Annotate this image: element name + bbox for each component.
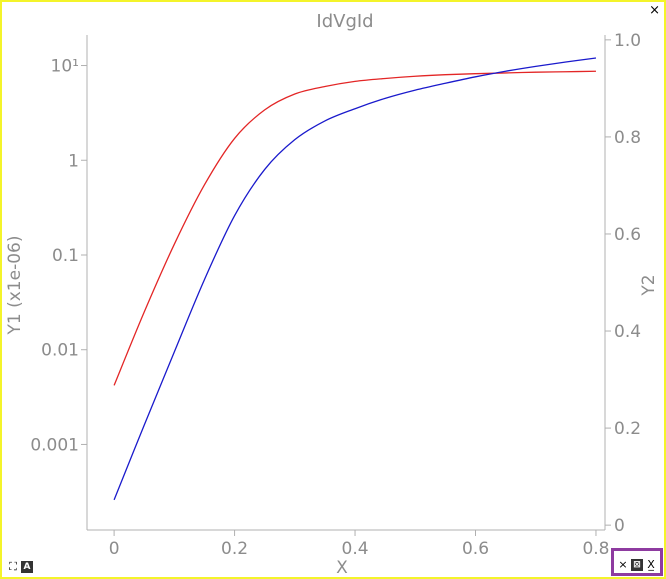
expand-tools: ⛶ A xyxy=(7,561,33,573)
x-tick-label: 0.4 xyxy=(342,539,369,559)
chart-axes xyxy=(86,35,606,531)
series-line-1 xyxy=(113,57,597,501)
y2-tick-label: 0.6 xyxy=(614,225,641,245)
chart-title: IdVgId xyxy=(316,11,373,32)
annotate-icon[interactable]: A xyxy=(21,561,33,573)
x-tick-label: 0.6 xyxy=(462,539,489,559)
y2-tick-label: 1.0 xyxy=(614,31,641,51)
y2-tick-label: 0 xyxy=(614,516,625,536)
x-tick-label: 0.8 xyxy=(582,539,609,559)
y1-tick-label: 1 xyxy=(68,151,79,171)
y1-tick-label: 0.1 xyxy=(52,246,79,266)
y1-tick-label: 0.01 xyxy=(41,341,79,361)
box-close-icon[interactable]: ⊠ xyxy=(631,559,643,571)
y2-axis-title: Y2 xyxy=(639,274,659,296)
series-line-0 xyxy=(113,70,596,386)
x-tick-label: 0.2 xyxy=(221,539,248,559)
x-axis-tool-icon[interactable]: X̲ xyxy=(647,558,655,571)
y1-tick-label: 10¹ xyxy=(51,57,79,77)
y2-tick-label: 0.4 xyxy=(614,322,641,342)
x-tick-label: 0 xyxy=(109,539,120,559)
expand-icon[interactable]: ⛶ xyxy=(9,560,17,573)
x-axis-title: X xyxy=(336,558,348,577)
chart-ticks: 0 0.2 0.4 0.6 0.8 0.001 0.01 0.1 1 10¹ 0 0.2 0.4 0.6 0… xyxy=(30,31,641,559)
y2-tick-label: 0.2 xyxy=(614,419,641,439)
chart-series xyxy=(113,57,597,501)
y2-tick-label: 0.8 xyxy=(614,128,641,148)
bottom-toolbar: × ⊠ X̲ xyxy=(611,548,663,576)
close-series-icon[interactable]: × xyxy=(618,558,628,571)
y1-tick-label: 0.001 xyxy=(30,435,79,455)
y1-axis-title: Y1 (x1e-06) xyxy=(5,236,25,336)
close-icon[interactable]: × xyxy=(649,3,660,18)
